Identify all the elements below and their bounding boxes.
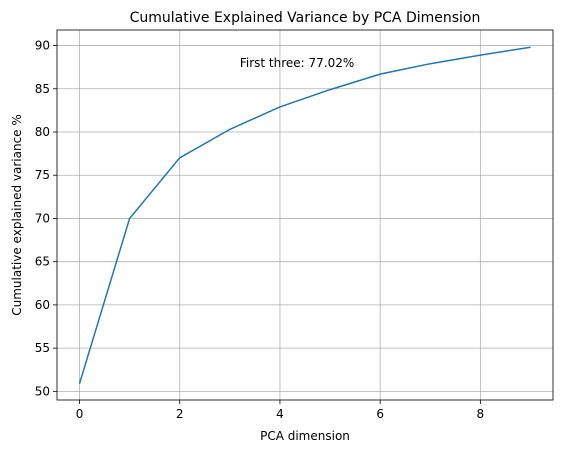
x-tick-label: 6 (376, 407, 384, 421)
plot-frame (56, 29, 554, 401)
y-tick-label: 60 (35, 298, 50, 312)
series-line (78, 46, 531, 384)
x-tick-label: 2 (176, 407, 184, 421)
x-ticks: 0 2 4 6 8 (76, 400, 484, 421)
y-tick-label: 55 (35, 341, 50, 355)
y-tick-label: 85 (35, 82, 50, 96)
gridlines (57, 30, 553, 400)
chart-title: Cumulative Explained Variance by PCA Dim… (130, 10, 481, 26)
x-tick-label: 8 (477, 407, 485, 421)
y-tick-label: 80 (35, 125, 50, 139)
x-tick-label: 4 (276, 407, 284, 421)
annotation: First three: 77.02% (240, 56, 354, 70)
y-axis-label: Cumulative explained variance % (10, 114, 24, 316)
x-axis-label: PCA dimension (260, 429, 350, 443)
y-tick-label: 50 (35, 384, 50, 398)
y-ticks: 50 55 60 65 70 75 80 85 90 (35, 39, 57, 398)
x-tick-label: 0 (76, 407, 84, 421)
y-tick-label: 65 (35, 255, 50, 269)
y-tick-label: 75 (35, 168, 50, 182)
y-tick-label: 90 (35, 39, 50, 53)
y-tick-label: 70 (35, 211, 50, 225)
